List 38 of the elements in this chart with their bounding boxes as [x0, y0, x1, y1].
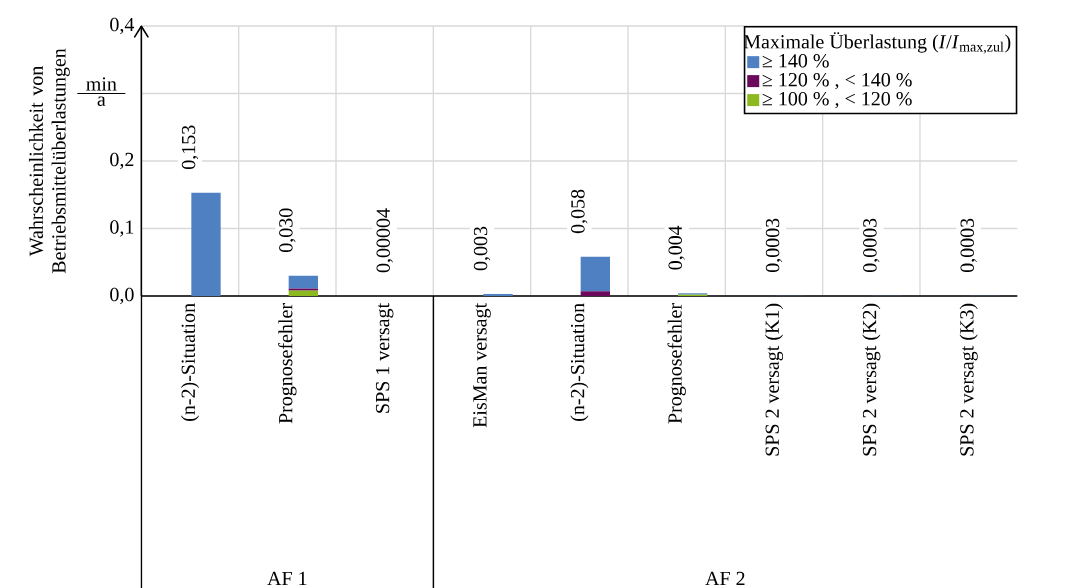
x-tick-label: EisMan versagt [473, 303, 491, 428]
total-label: 0,00004 [376, 208, 393, 273]
text: AF 2 [705, 571, 745, 586]
bar [191, 192, 221, 296]
y-tick-label: 0,4 [110, 17, 135, 35]
total-label: 0,003 [473, 226, 491, 271]
bar [288, 288, 318, 291]
text: AF 1 [267, 571, 307, 586]
x-tick-label: Prognosefehler [278, 303, 297, 424]
x-tick-label: SPS 2 versagt (K3) [959, 303, 978, 456]
bar [580, 291, 610, 296]
text: min [86, 77, 117, 91]
y-tick-label: 0,2 [110, 152, 134, 170]
legend-label: ≥ 100 % , < 120 % [762, 91, 912, 109]
y-tick-label: 0,0 [110, 287, 134, 305]
bar [288, 275, 318, 289]
x-tick-label: Prognosefehler [667, 303, 686, 424]
y-tick-label: 0,1 [110, 220, 134, 237]
legend-label: ≥ 120 % , < 140 % [762, 72, 912, 90]
x-tick-label: (n-2)-Situation [570, 303, 589, 421]
legend-label: ≥ 140 % [762, 54, 829, 68]
x-tick-label: (n-2)-Situation [180, 303, 200, 421]
bar [580, 256, 610, 292]
y-axis-title: Wahrscheinlichkeit von Betriebsmittelüberlastungen [28, 48, 70, 274]
bar [288, 290, 318, 296]
total-label: 0,0003 [960, 218, 977, 273]
total-label: 0,0003 [863, 218, 880, 273]
text: a [97, 96, 106, 106]
x-tick-label: SPS 2 versagt (K2) [862, 303, 881, 456]
total-label: 0,0003 [765, 218, 783, 273]
total-label: 0,058 [571, 189, 588, 234]
total-label: 0,030 [279, 208, 296, 253]
x-tick-label: SPS 1 versagt [375, 303, 394, 413]
total-label: 0,004 [668, 225, 685, 270]
legend-title: Maximale Überlastung (I/I$_{max,zul}$) [743, 32, 1011, 54]
total-label: 0,153 [181, 125, 199, 170]
bar [483, 293, 513, 296]
x-tick-label: SPS 2 versagt (K1) [764, 303, 784, 456]
